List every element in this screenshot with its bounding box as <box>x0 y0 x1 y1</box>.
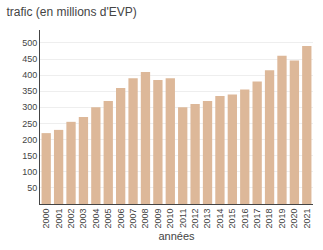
svg-text:2000: 2000 <box>41 209 51 229</box>
svg-text:2015: 2015 <box>227 209 237 229</box>
svg-text:2011: 2011 <box>178 209 188 228</box>
svg-text:200: 200 <box>22 135 37 145</box>
svg-text:2012: 2012 <box>190 209 200 229</box>
svg-text:2014: 2014 <box>215 209 225 229</box>
svg-text:2008: 2008 <box>140 209 150 229</box>
svg-text:2020: 2020 <box>289 209 299 229</box>
svg-text:450: 450 <box>22 54 37 64</box>
svg-text:150: 150 <box>22 151 37 161</box>
svg-text:2021: 2021 <box>302 209 312 229</box>
svg-text:400: 400 <box>22 70 37 80</box>
svg-text:50: 50 <box>27 183 37 193</box>
svg-text:2010: 2010 <box>165 209 175 229</box>
svg-text:2017: 2017 <box>252 209 262 229</box>
svg-text:2004: 2004 <box>91 209 101 229</box>
svg-text:2018: 2018 <box>264 209 274 229</box>
svg-text:100: 100 <box>22 167 37 177</box>
svg-text:2001: 2001 <box>54 209 64 229</box>
svg-text:2013: 2013 <box>202 209 212 229</box>
svg-text:2009: 2009 <box>153 209 163 229</box>
svg-text:2006: 2006 <box>116 209 126 229</box>
svg-text:années: années <box>158 230 195 242</box>
svg-text:trafic (en millions d'EVP): trafic (en millions d'EVP) <box>6 5 136 19</box>
svg-text:300: 300 <box>22 102 37 112</box>
svg-text:2002: 2002 <box>66 209 76 229</box>
svg-text:2005: 2005 <box>103 209 113 229</box>
svg-text:2019: 2019 <box>277 209 287 229</box>
svg-text:2016: 2016 <box>240 209 250 229</box>
svg-text:500: 500 <box>22 38 37 48</box>
svg-text:250: 250 <box>22 119 37 129</box>
svg-text:2007: 2007 <box>128 209 138 229</box>
svg-text:350: 350 <box>22 86 37 96</box>
svg-text:2003: 2003 <box>78 209 88 229</box>
